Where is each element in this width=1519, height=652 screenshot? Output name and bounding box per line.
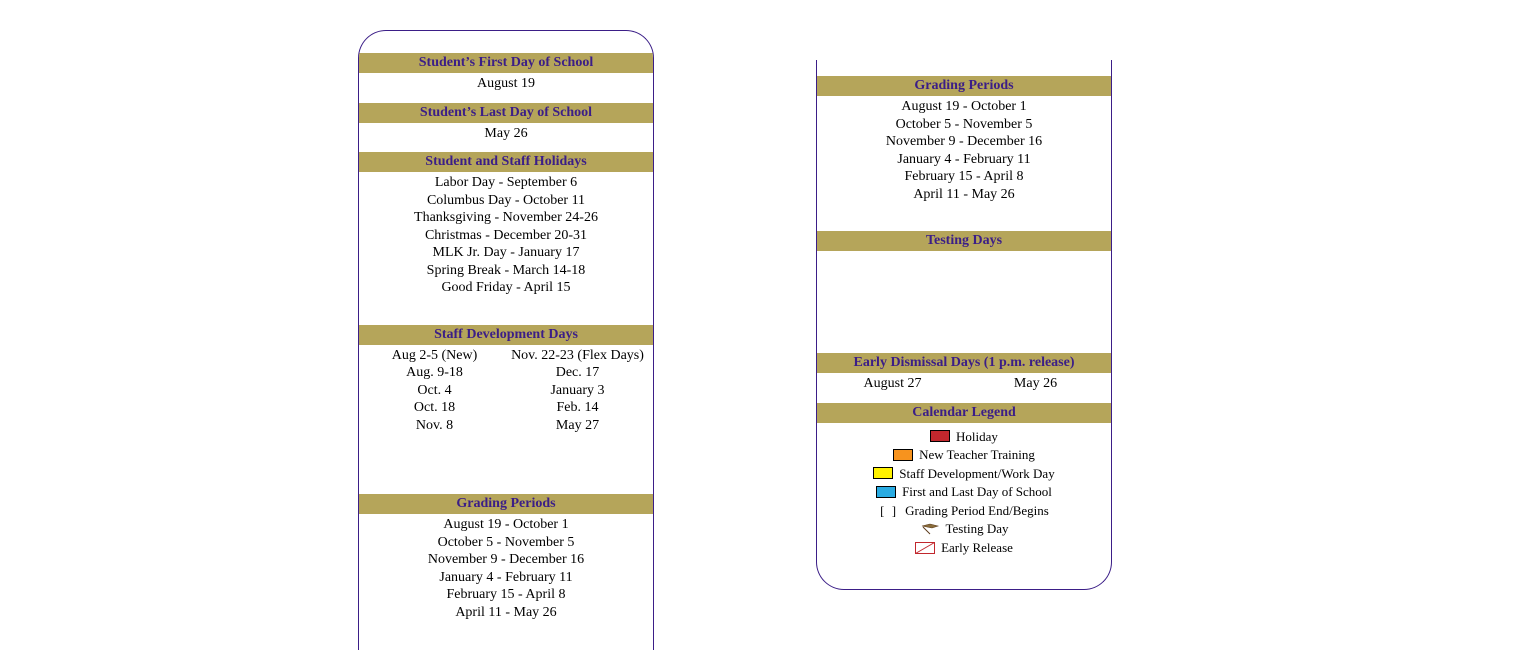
text-line: October 5 - November 5 [817, 116, 1111, 134]
text-line: August 19 [359, 75, 653, 93]
grading-left-body: August 19 - October 1October 5 - Novembe… [359, 514, 653, 631]
first-day-body: August 19 [359, 73, 653, 103]
legend-swatch-icon [893, 449, 913, 461]
holidays-body: Labor Day - September 6Columbus Day - Oc… [359, 172, 653, 307]
text-line: Nov. 22-23 (Flex Days) [511, 347, 644, 365]
early-dismissal-header: Early Dismissal Days (1 p.m. release) [817, 353, 1111, 373]
legend-row: Testing Day [920, 521, 1009, 537]
text-line: Good Friday - April 15 [359, 279, 653, 297]
text-line: Dec. 17 [556, 364, 600, 382]
legend-label: Early Release [941, 540, 1013, 556]
text-line: Aug 2-5 (New) [392, 347, 478, 365]
text-line: January 4 - February 11 [817, 151, 1111, 169]
legend-label: New Teacher Training [919, 447, 1035, 463]
text-line: Labor Day - September 6 [359, 174, 653, 192]
text-line: Aug. 9-18 [406, 364, 463, 382]
legend-row: [ ] Grading Period End/Begins [879, 503, 1049, 519]
grading-right-body: August 19 - October 1October 5 - Novembe… [817, 96, 1111, 213]
legend-swatch-icon [873, 467, 893, 479]
staff-dev-col-right: Nov. 22-23 (Flex Days)Dec. 17January 3Fe… [506, 347, 649, 435]
text-line: April 11 - May 26 [817, 186, 1111, 204]
grading-right-header: Grading Periods [817, 76, 1111, 96]
legend-testing-icon [920, 522, 940, 536]
text-line: August 19 - October 1 [359, 516, 653, 534]
legend-label: Testing Day [946, 521, 1009, 537]
text-line: May 27 [556, 417, 599, 435]
early-dismissal-body: August 27 May 26 [817, 373, 1111, 403]
last-day-header: Student’s Last Day of School [359, 103, 653, 123]
legend-swatch-icon [930, 430, 950, 442]
staff-dev-body: Aug 2-5 (New)Aug. 9-18Oct. 4Oct. 18Nov. … [359, 345, 653, 445]
text-line: April 11 - May 26 [359, 604, 653, 622]
text-line: January 3 [550, 382, 604, 400]
text-line: May 26 [359, 125, 653, 143]
text-line: May 26 [1014, 375, 1057, 393]
last-day-body: May 26 [359, 123, 653, 153]
early-col-right: May 26 [964, 375, 1107, 393]
text-line: November 9 - December 16 [817, 133, 1111, 151]
early-col-left: August 27 [821, 375, 964, 393]
legend-row: Staff Development/Work Day [873, 466, 1054, 482]
legend-label: Holiday [956, 429, 998, 445]
legend-early-release-icon [915, 541, 935, 555]
legend-swatch-icon [876, 486, 896, 498]
text-line: January 4 - February 11 [359, 569, 653, 587]
legend-row: New Teacher Training [893, 447, 1035, 463]
text-line: Thanksgiving - November 24-26 [359, 209, 653, 227]
testing-header: Testing Days [817, 231, 1111, 251]
legend-body: Holiday New Teacher Training Staff Develop… [817, 423, 1111, 564]
testing-body [817, 251, 1111, 353]
text-line: October 5 - November 5 [359, 534, 653, 552]
text-line: Columbus Day - October 11 [359, 192, 653, 210]
staff-dev-col-left: Aug 2-5 (New)Aug. 9-18Oct. 4Oct. 18Nov. … [363, 347, 506, 435]
legend-bracket-icon: [ ] [879, 503, 899, 519]
text-line: August 27 [864, 375, 922, 393]
text-line: Feb. 14 [557, 399, 599, 417]
text-line: Christmas - December 20-31 [359, 227, 653, 245]
legend-label: First and Last Day of School [902, 484, 1052, 500]
text-line: August 19 - October 1 [817, 98, 1111, 116]
text-line: MLK Jr. Day - January 17 [359, 244, 653, 262]
text-line: February 15 - April 8 [359, 586, 653, 604]
legend-label: Grading Period End/Begins [905, 503, 1049, 519]
staff-dev-header: Staff Development Days [359, 325, 653, 345]
first-day-header: Student’s First Day of School [359, 53, 653, 73]
right-panel: Grading Periods August 19 - October 1Oct… [816, 60, 1112, 590]
legend-header: Calendar Legend [817, 403, 1111, 423]
text-line: February 15 - April 8 [817, 168, 1111, 186]
holidays-header: Student and Staff Holidays [359, 152, 653, 172]
legend-row: Early Release [915, 540, 1013, 556]
text-line: Spring Break - March 14-18 [359, 262, 653, 280]
text-line: November 9 - December 16 [359, 551, 653, 569]
text-line: Oct. 4 [417, 382, 451, 400]
legend-label: Staff Development/Work Day [899, 466, 1054, 482]
left-panel: Student’s First Day of School August 19 … [358, 30, 654, 650]
text-line: Oct. 18 [414, 399, 455, 417]
text-line: Nov. 8 [416, 417, 453, 435]
legend-row: First and Last Day of School [876, 484, 1052, 500]
grading-left-header: Grading Periods [359, 494, 653, 514]
legend-row: Holiday [930, 429, 998, 445]
